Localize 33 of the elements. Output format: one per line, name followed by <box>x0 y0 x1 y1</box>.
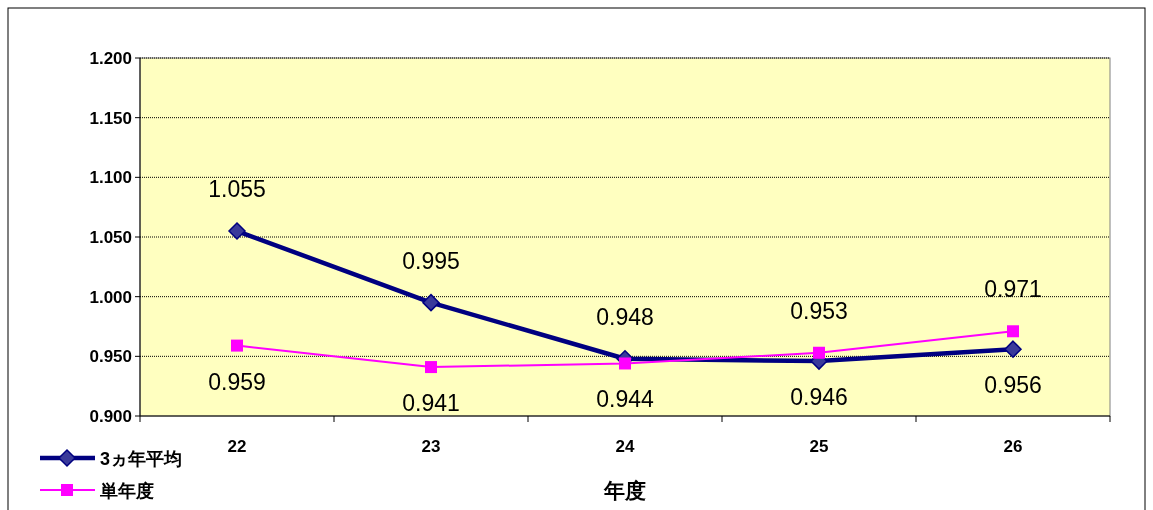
data-label: 0.946 <box>790 384 848 411</box>
y-tick-label: 1.050 <box>89 228 132 247</box>
point <box>425 361 437 374</box>
data-label: 0.953 <box>790 297 848 324</box>
legend-label: 単年度 <box>99 481 154 501</box>
y-tick-label: 1.100 <box>89 168 132 188</box>
data-label: 1.055 <box>208 176 266 203</box>
data-label: 0.941 <box>402 390 460 417</box>
y-tick-label: 1.150 <box>89 108 132 128</box>
data-label: 0.956 <box>984 372 1042 399</box>
x-tick-label: 25 <box>809 437 829 456</box>
point <box>619 357 631 370</box>
point <box>1004 340 1022 358</box>
legend-label: 3ヵ年平均 <box>100 449 183 469</box>
data-label: 0.959 <box>208 368 266 395</box>
y-tick-label: 0.900 <box>89 407 132 426</box>
x-tick-label: 26 <box>1003 437 1023 456</box>
data-label: 0.948 <box>596 303 654 330</box>
point <box>231 339 243 352</box>
data-label: 0.995 <box>402 247 460 274</box>
point <box>422 293 440 312</box>
x-tick-label: 24 <box>615 437 635 456</box>
data-label: 0.944 <box>596 386 654 413</box>
x-tick-label: 22 <box>227 437 247 456</box>
y-tick-label: 1.000 <box>89 287 132 307</box>
point <box>228 222 246 240</box>
x-axis-title: 年度 <box>603 479 646 502</box>
data-label: 0.971 <box>984 276 1042 303</box>
y-tick-label: 0.950 <box>89 347 132 367</box>
x-tick-label: 23 <box>421 437 441 456</box>
y-tick-label: 1.200 <box>89 49 132 68</box>
point <box>813 346 825 359</box>
point <box>1007 325 1019 338</box>
